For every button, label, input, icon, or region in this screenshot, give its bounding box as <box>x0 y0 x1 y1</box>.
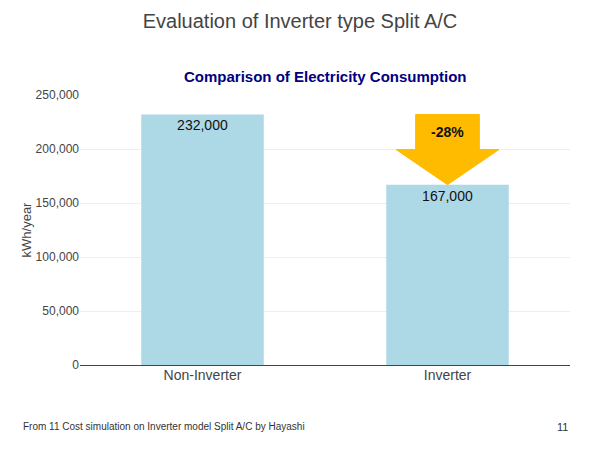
svg-text:100,000: 100,000 <box>36 250 80 264</box>
svg-text:-28%: -28% <box>431 124 464 140</box>
svg-text:150,000: 150,000 <box>36 196 80 210</box>
svg-text:From 11 Cost simulation on Inv: From 11 Cost simulation on Inverter mode… <box>23 421 305 432</box>
svg-text:167,000: 167,000 <box>422 188 473 204</box>
svg-text:Inverter: Inverter <box>424 367 472 383</box>
svg-text:Comparison of Electricity Cons: Comparison of Electricity Consumption <box>184 68 467 85</box>
svg-text:200,000: 200,000 <box>36 142 80 156</box>
svg-text:0: 0 <box>72 358 79 372</box>
svg-text:kWh/year: kWh/year <box>19 202 34 258</box>
svg-text:11: 11 <box>557 421 568 433</box>
svg-text:Evaluation of Inverter type Sp: Evaluation of Inverter type Split A/C <box>143 10 458 32</box>
svg-text:50,000: 50,000 <box>42 304 79 318</box>
svg-text:250,000: 250,000 <box>36 88 80 102</box>
svg-text:Non-Inverter: Non-Inverter <box>164 367 242 383</box>
svg-text:232,000: 232,000 <box>177 117 228 133</box>
